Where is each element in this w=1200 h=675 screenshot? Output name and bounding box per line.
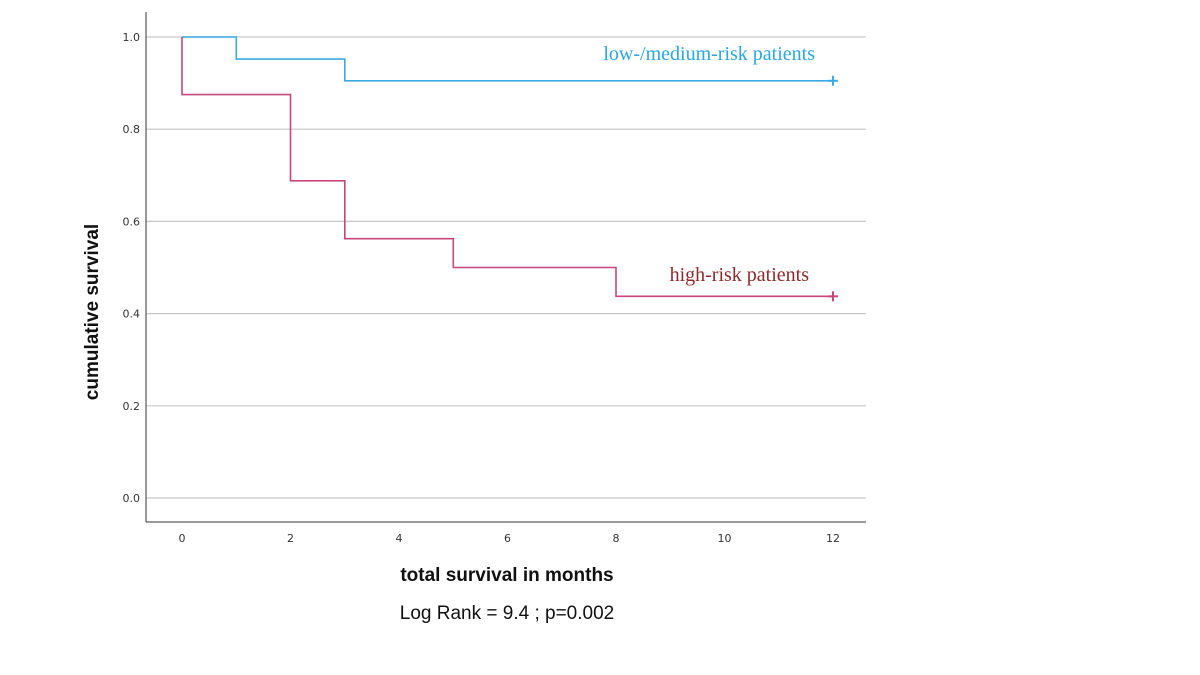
- log-rank-footnote: Log Rank = 9.4 ; p=0.002: [400, 603, 614, 624]
- y-tick-label-2: 0.4: [123, 308, 141, 321]
- series-label-low-medium-risk: low-/medium-risk patients: [603, 43, 815, 65]
- series-label-high-risk: high-risk patients: [670, 264, 810, 286]
- survival-curve-1: [181, 37, 833, 298]
- x-tick-label-1: 2: [287, 532, 294, 545]
- y-tick-label-5: 1.0: [123, 31, 141, 44]
- tick-labels: 0.0 0.2 0.4 0.6 0.8 1.0 0 2 4 6 8 10 12: [123, 31, 841, 545]
- series-lines: [181, 36, 838, 302]
- x-tick-label-2: 4: [396, 532, 403, 545]
- y-tick-label-1: 0.2: [123, 400, 141, 413]
- x-tick-label-6: 12: [826, 532, 840, 545]
- x-tick-label-4: 8: [613, 532, 620, 545]
- x-tick-label-3: 6: [504, 532, 511, 545]
- axes: [145, 12, 866, 523]
- x-axis-title: total survival in months: [400, 565, 613, 586]
- y-axis-title: cumulative survival: [82, 224, 103, 400]
- y-tick-label-3: 0.6: [123, 215, 141, 228]
- x-tick-label-5: 10: [718, 532, 732, 545]
- survival-curve-0: [182, 36, 833, 82]
- x-tick-label-0: 0: [179, 532, 186, 545]
- gridlines: [146, 36, 866, 499]
- y-tick-label-4: 0.8: [123, 123, 141, 136]
- y-tick-label-0: 0.0: [123, 492, 141, 505]
